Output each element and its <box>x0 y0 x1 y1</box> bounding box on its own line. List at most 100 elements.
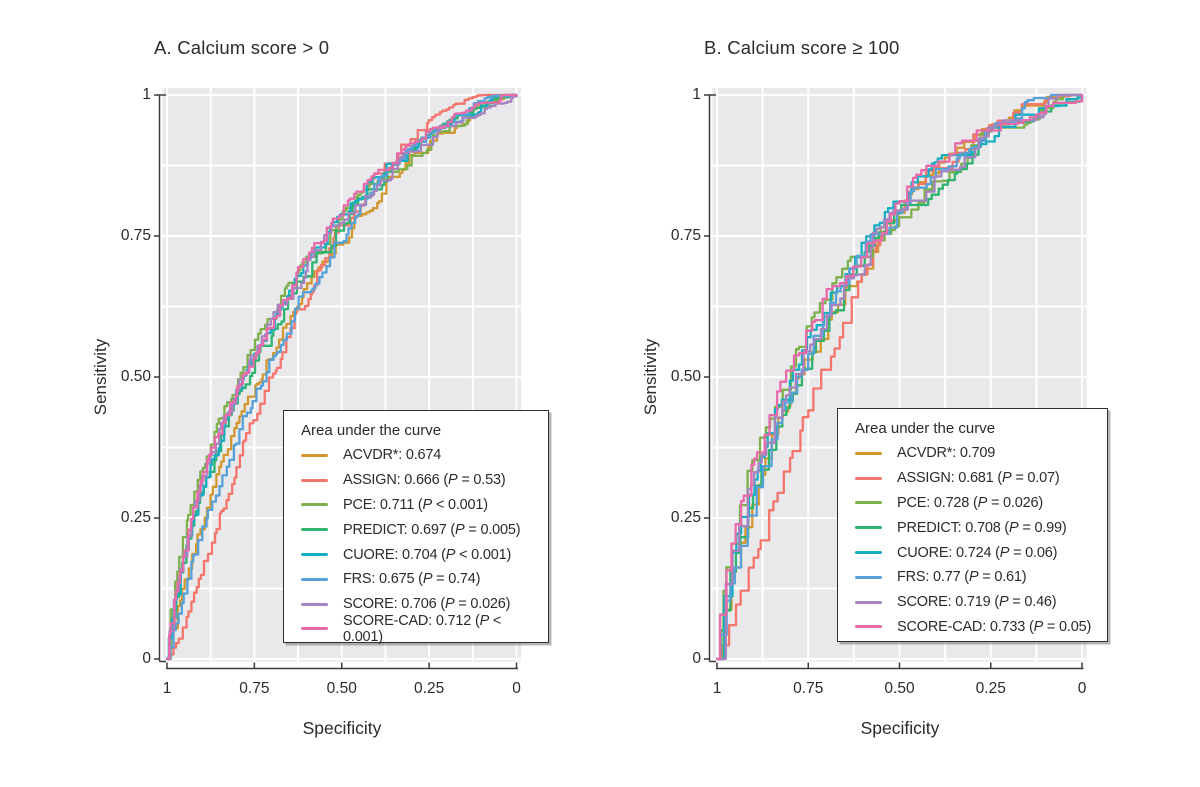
legend-item-score: SCORE: 0.706 (P = 0.026) <box>295 592 540 617</box>
panel-a-legend: Area under the curve ACVDR*: 0.674 ASSIGN… <box>283 410 549 645</box>
legend-line-swatch <box>301 528 328 532</box>
y-tick-label: 1 <box>142 86 151 103</box>
legend-item-acvdr: ACVDR*: 0.709 <box>849 441 1099 466</box>
x-tick-label: 1 <box>712 680 722 697</box>
p-value-italic: P <box>1009 519 1019 536</box>
y-tick-label: 0.50 <box>670 368 701 385</box>
legend-item-label: CUORE: 0.724 (P = 0.06) <box>897 544 1058 561</box>
legend-item-label: SCORE: 0.706 (P = 0.026) <box>343 596 511 613</box>
x-tick-label: 1 <box>162 680 172 697</box>
legend-item-assign: ASSIGN: 0.681 (P = 0.07) <box>849 466 1099 491</box>
p-value-italic: P <box>448 472 458 489</box>
legend-line-swatch <box>301 577 328 581</box>
x-tick-label: 0.75 <box>239 680 270 697</box>
y-tick-label: 1 <box>692 86 701 103</box>
panel-b-legend: Area under the curve ACVDR*: 0.709 ASSIGN… <box>837 408 1108 642</box>
legend-item-label: ASSIGN: 0.681 (P = 0.07) <box>897 470 1060 487</box>
y-tick-label: 0 <box>692 650 701 667</box>
legend-item-label: ACVDR*: 0.709 <box>897 445 996 462</box>
p-value-italic: P <box>999 544 1010 561</box>
panel-b-title: B. Calcium score ≥ 100 <box>704 37 900 58</box>
roc-curve-assign <box>715 93 1084 661</box>
legend-line-swatch <box>855 551 882 555</box>
legend-line-swatch <box>855 625 882 629</box>
roc-curve-scorecad <box>715 93 1084 661</box>
y-tick-label: 0 <box>142 650 151 667</box>
y-tick-label: 0.25 <box>120 509 151 526</box>
legend-item-frs: FRS: 0.77 (P = 0.61) <box>849 565 1099 590</box>
x-tick-label: 0.50 <box>326 680 357 697</box>
panel-b-x-axis-title: Specificity <box>860 718 940 738</box>
legend-line-swatch <box>301 478 328 482</box>
legend-title: Area under the curve <box>301 422 442 439</box>
legend-item-label: PCE: 0.711 (P < 0.001) <box>343 496 488 513</box>
p-value-italic: P <box>998 594 1009 611</box>
legend-item-predict: PREDICT: 0.697 (P = 0.005) <box>295 517 540 542</box>
legend-item-label: SCORE: 0.719 (P = 0.46) <box>897 594 1057 611</box>
y-tick-label: 0.75 <box>120 227 151 244</box>
legend-item-predict: PREDICT: 0.708 (P = 0.99) <box>849 515 1099 540</box>
legend-line-swatch <box>301 453 328 457</box>
legend-line-swatch <box>855 600 882 604</box>
roc-curve-score <box>715 93 1084 661</box>
legend-item-label: ASSIGN: 0.666 (P = 0.53) <box>343 472 506 489</box>
legend-item-label: FRS: 0.77 (P = 0.61) <box>897 569 1027 586</box>
legend-item-label: PREDICT: 0.697 (P = 0.005) <box>343 521 521 538</box>
legend-item-cuore: CUORE: 0.724 (P = 0.06) <box>849 540 1099 565</box>
legend-line-swatch <box>855 501 882 505</box>
p-value-italic: P <box>1033 618 1044 635</box>
legend-item-pce: PCE: 0.728 (P = 0.026) <box>849 491 1099 516</box>
legend-item-scorecad: SCORE-CAD: 0.733 (P = 0.05) <box>849 615 1099 640</box>
legend-line-swatch <box>855 476 882 480</box>
y-tick-label: 0.50 <box>120 368 151 385</box>
p-value-italic: P <box>422 571 433 588</box>
p-value-italic: P <box>479 612 490 629</box>
legend-line-swatch <box>301 503 328 507</box>
legend-item-acvdr: ACVDR*: 0.674 <box>295 443 540 468</box>
panel-a-title: A. Calcium score > 0 <box>154 37 330 58</box>
roc-curve-cuore <box>715 93 1084 661</box>
p-value-italic: P <box>1002 470 1012 487</box>
roc-curve-scorecad <box>165 93 518 661</box>
legend-title: Area under the curve <box>855 420 996 437</box>
x-tick-label: 0.50 <box>884 680 915 697</box>
p-value-italic: P <box>444 596 455 613</box>
legend-items: ACVDR*: 0.674 ASSIGN: 0.666 (P = 0.53) PCE… <box>295 443 540 645</box>
legend-item-pce: PCE: 0.711 (P < 0.001) <box>295 493 540 518</box>
legend-item-label: FRS: 0.675 (P = 0.74) <box>343 571 481 588</box>
legend-item-cuore: CUORE: 0.704 (P < 0.001) <box>295 542 540 567</box>
y-tick-label: 0.75 <box>670 227 701 244</box>
legend-item-label: CUORE: 0.704 (P < 0.001) <box>343 546 512 563</box>
legend-item-scorecad: SCORE-CAD: 0.712 (P < 0.001) <box>295 613 540 645</box>
legend-item-score: SCORE: 0.719 (P = 0.46) <box>849 590 1099 615</box>
legend-line-swatch <box>855 451 882 455</box>
x-tick-label: 0 <box>512 680 521 697</box>
legend-line-swatch <box>855 575 882 579</box>
panel-a-x-axis-title: Specificity <box>302 718 382 738</box>
legend-item-label: SCORE-CAD: 0.733 (P = 0.05) <box>897 618 1092 635</box>
p-value-italic: P <box>968 569 979 586</box>
p-value-italic: P <box>977 494 988 511</box>
roc-curve-acvdr <box>165 93 518 661</box>
x-tick-label: 0.25 <box>975 680 1006 697</box>
legend-line-swatch <box>301 602 328 606</box>
legend-item-label: PCE: 0.728 (P = 0.026) <box>897 494 1043 511</box>
legend-item-frs: FRS: 0.675 (P = 0.74) <box>295 567 540 592</box>
p-value-italic: P <box>422 496 433 513</box>
roc-curve-assign <box>165 93 518 661</box>
legend-items: ACVDR*: 0.709 ASSIGN: 0.681 (P = 0.07) PCE… <box>849 441 1099 639</box>
x-tick-label: 0 <box>1077 680 1087 697</box>
x-tick-label: 0.75 <box>793 680 824 697</box>
p-value-italic: P <box>445 546 456 563</box>
legend-item-assign: ASSIGN: 0.666 (P = 0.53) <box>295 468 540 493</box>
p-value-italic: P <box>455 521 465 538</box>
legend-line-swatch <box>301 553 328 557</box>
legend-item-label: PREDICT: 0.708 (P = 0.99) <box>897 519 1067 536</box>
legend-item-label: SCORE-CAD: 0.712 (P < 0.001) <box>343 612 502 645</box>
x-tick-label: 0.25 <box>414 680 445 697</box>
legend-line-swatch <box>301 627 328 631</box>
y-tick-label: 0.25 <box>670 509 701 526</box>
legend-line-swatch <box>855 526 882 530</box>
